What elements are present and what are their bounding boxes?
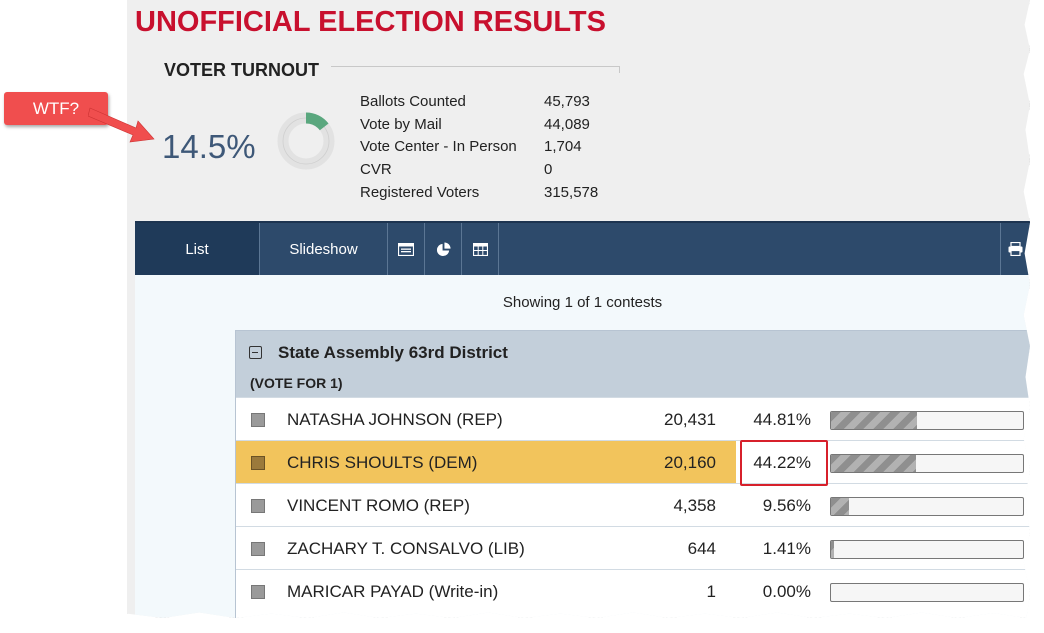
turnout-stat-row: Vote Center - In Person 1,704 (360, 135, 598, 158)
turnout-stat-value: 1,704 (544, 138, 582, 156)
candidate-color-swatch (251, 542, 265, 556)
tab-slideshow-label: Slideshow (289, 240, 358, 258)
callout-arrow-icon (88, 107, 155, 143)
chart-view-button[interactable] (425, 223, 462, 275)
contest-header: State Assembly 63rd District (VOTE FOR 1… (236, 331, 1030, 397)
contest-panel: State Assembly 63rd District (VOTE FOR 1… (235, 330, 1030, 618)
candidate-color-swatch (251, 456, 265, 470)
candidate-percent: 9.56% (762, 496, 811, 515)
pie-chart-icon (436, 241, 451, 256)
turnout-stat-label: Registered Voters (360, 183, 480, 201)
candidate-color-swatch (251, 413, 265, 427)
turnout-heading: VOTER TURNOUT (164, 60, 319, 80)
candidate-row: ZACHARY T. CONSALVO (LIB) 644 1.41% (236, 526, 1030, 569)
candidate-votes: 644 (687, 539, 716, 558)
turnout-stat-row: CVR 0 (360, 158, 598, 181)
ballot-list-icon (398, 242, 414, 256)
candidate-votes: 20,431 (664, 410, 716, 429)
candidate-name: NATASHA JOHNSON (REP) (287, 410, 503, 429)
candidate-name: VINCENT ROMO (REP) (287, 496, 470, 515)
turnout-percent: 14.5% (162, 128, 256, 165)
candidate-row: NATASHA JOHNSON (REP) 20,431 44.81% (236, 397, 1030, 440)
collapse-icon[interactable] (249, 346, 262, 359)
turnout-stat-value: 45,793 (544, 92, 590, 110)
turnout-stat-label: Vote by Mail (360, 115, 442, 133)
screenshot-frame: UNOFFICIAL ELECTION RESULTS VOTER TURNOU… (127, 0, 1030, 618)
turnout-stat-label: Ballots Counted (360, 92, 466, 110)
view-nav-bar: List Slideshow (135, 221, 1030, 275)
candidate-votes: 20,160 (664, 453, 716, 472)
turnout-divider-tick (619, 66, 620, 73)
candidate-votes: 1 (706, 582, 716, 601)
vote-for-label: (VOTE FOR 1) (250, 375, 343, 391)
tab-list[interactable]: List (135, 223, 260, 275)
candidate-row-leading: CHRIS SHOULTS (DEM) 20,160 44.22% (236, 440, 1030, 483)
candidate-share-bar-fill (831, 455, 916, 472)
donut-turnout-arc (305, 112, 329, 131)
turnout-stat-value: 315,578 (544, 183, 599, 201)
candidate-percent: 44.22% (753, 453, 811, 472)
candidate-share-bar-fill (831, 541, 834, 558)
candidate-color-swatch (251, 585, 265, 599)
annotation-highlight-box (740, 440, 828, 486)
table-grid-icon (472, 242, 488, 256)
print-icon (1008, 242, 1023, 256)
leading-highlight (236, 441, 736, 483)
candidate-share-bar (830, 454, 1024, 473)
tab-list-label: List (185, 240, 209, 258)
tab-slideshow[interactable]: Slideshow (260, 223, 388, 275)
candidate-name: CHRIS SHOULTS (DEM) (287, 453, 478, 472)
table-view-button[interactable] (462, 223, 499, 275)
turnout-divider (331, 66, 620, 67)
candidate-name: MARICAR PAYAD (Write-in) (287, 582, 499, 601)
candidate-row: MARICAR PAYAD (Write-in) 1 0.00% (236, 569, 1030, 612)
results-content: Showing 1 of 1 contests State Assembly 6… (135, 275, 1030, 618)
contest-title: State Assembly 63rd District (278, 343, 508, 362)
candidate-share-bar (830, 497, 1024, 516)
turnout-stat-row: Vote by Mail 44,089 (360, 113, 598, 136)
candidate-share-bar (830, 583, 1024, 602)
candidate-name: ZACHARY T. CONSALVO (LIB) (287, 539, 525, 558)
turnout-stats: Ballots Counted 45,793 Vote by Mail 44,089 V… (360, 90, 598, 203)
contest-count: Showing 1 of 1 contests (502, 294, 663, 311)
print-button[interactable] (1000, 223, 1030, 275)
candidate-share-bar-fill (831, 412, 918, 429)
turnout-donut-chart (277, 112, 335, 170)
turnout-stat-value: 0 (544, 160, 553, 178)
ballot-view-button[interactable] (388, 223, 425, 275)
page-title: UNOFFICIAL ELECTION RESULTS (135, 6, 606, 38)
candidate-percent: 0.00% (762, 582, 811, 601)
candidate-color-swatch (251, 499, 265, 513)
candidate-share-bar (830, 411, 1024, 430)
candidate-percent: 1.41% (762, 539, 811, 558)
candidate-row: VINCENT ROMO (REP) 4,358 9.56% (236, 483, 1030, 526)
turnout-stat-row: Ballots Counted 45,793 (360, 90, 598, 113)
turnout-stat-label: CVR (360, 160, 392, 178)
turnout-stat-value: 44,089 (544, 115, 590, 133)
turnout-stat-row: Registered Voters 315,578 (360, 181, 598, 204)
turnout-stat-label: Vote Center - In Person (360, 138, 517, 156)
candidate-share-bar-fill (831, 498, 850, 515)
candidate-votes: 4,358 (673, 496, 716, 515)
candidate-share-bar (830, 540, 1024, 559)
candidate-percent: 44.81% (753, 410, 811, 429)
